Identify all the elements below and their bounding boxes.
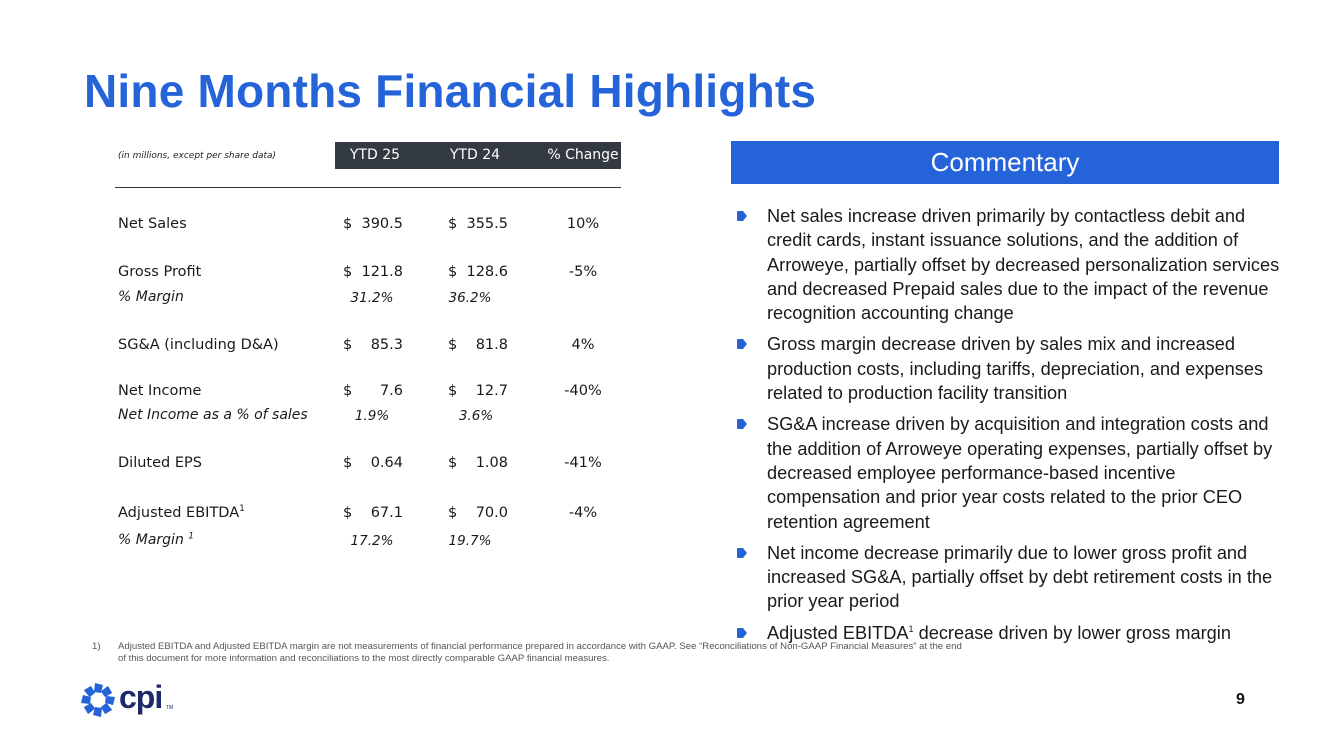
value-ytd24: 128.6 [466,264,508,280]
currency-symbol: $ [343,337,353,353]
value-ytd25: 67.1 [370,505,403,521]
bullet-icon [737,339,747,350]
value-change: 10% [566,216,600,232]
page-title: Nine Months Financial Highlights [84,65,817,117]
value-ytd24: 1.08 [475,455,508,471]
row-label: Net Income [118,383,202,399]
commentary-header: Commentary [731,141,1279,184]
value-ytd24: 81.8 [475,337,508,353]
currency-symbol: $ [343,264,353,280]
table-header: YTD 25 YTD 24 % Change [335,142,621,169]
footnote-marker: 1 [188,531,195,542]
commentary-list: Net sales increase driven primarily by c… [737,204,1287,652]
bullet-icon [737,419,747,430]
value-ytd24: 36.2% [448,290,492,306]
value-change: -5% [568,264,598,280]
header-ytd25: YTD 25 [349,147,401,163]
value-ytd24: 12.7 [475,383,508,399]
footnote-marker: 1 [908,623,914,634]
value-change: -41% [564,455,602,471]
footnote-text: Adjusted EBITDA and Adjusted EBITDA marg… [118,641,962,664]
value-ytd25: 7.6 [379,383,403,399]
list-item: Net income decrease primarily due to low… [737,541,1287,614]
row-label: Net Sales [118,216,187,232]
value-change: -4% [568,505,598,521]
units-note: (in millions, except per share data) [118,151,277,161]
currency-symbol: $ [448,264,458,280]
currency-symbol: $ [448,505,458,521]
value-ytd25: 121.8 [361,264,403,280]
list-item: Net sales increase driven primarily by c… [737,204,1287,325]
row-label: Net Income as a % of sales [118,407,308,423]
currency-symbol: $ [343,505,353,521]
currency-symbol: $ [448,383,458,399]
value-ytd24: 19.7% [448,533,492,549]
row-label: % Margin [118,289,184,305]
header-change: % Change [547,147,619,163]
value-ytd24: 70.0 [475,505,508,521]
footnote-marker: 1 [239,504,245,515]
value-ytd25: 85.3 [370,337,403,353]
value-ytd24: 355.5 [466,216,508,232]
list-item: SG&A increase driven by acquisition and … [737,412,1287,533]
list-item: Adjusted EBITDA1 decrease driven by lowe… [737,621,1287,645]
value-ytd25: 390.5 [361,216,403,232]
header-rule [115,187,621,188]
value-ytd24: 3.6% [458,408,494,424]
currency-symbol: $ [448,337,458,353]
footnote: 1) Adjusted EBITDA and Adjusted EBITDA m… [92,641,972,664]
cpi-logo: cpi TM [80,679,180,719]
value-change: 4% [571,337,595,353]
currency-symbol: $ [343,455,353,471]
logo-text: cpi [119,679,163,715]
bullet-icon [737,547,747,558]
currency-symbol: $ [448,455,458,471]
row-label: % Margin 1 [118,531,195,548]
footnote-number: 1) [92,641,101,652]
row-label: Gross Profit [118,264,202,280]
row-label: Adjusted EBITDA1 [118,504,245,521]
value-change: -40% [564,383,602,399]
bullet-icon [737,627,747,638]
header-ytd24: YTD 24 [449,147,501,163]
cpi-pinwheel-logo-icon [81,683,115,717]
currency-symbol: $ [448,216,458,232]
value-ytd25: 0.64 [370,455,403,471]
row-label: Diluted EPS [118,455,202,471]
value-ytd25: 17.2% [350,533,394,549]
value-ytd25: 1.9% [354,408,390,424]
logo-tm: TM [166,705,174,711]
currency-symbol: $ [343,216,353,232]
value-ytd25: 31.2% [350,290,394,306]
list-item: Gross margin decrease driven by sales mi… [737,332,1287,405]
bullet-icon [737,211,747,221]
page-number: 9 [1236,691,1245,708]
currency-symbol: $ [343,383,353,399]
row-label: SG&A (including D&A) [118,337,279,353]
